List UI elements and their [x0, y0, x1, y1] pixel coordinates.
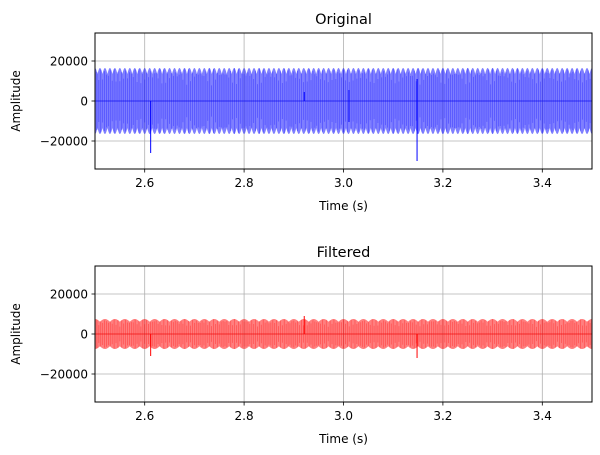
x-tick-label: 2.8 — [235, 409, 254, 423]
filtered-x-ticks: 2.6 2.8 3.0 3.2 3.4 — [135, 402, 552, 423]
x-tick-label: 3.0 — [334, 409, 353, 423]
y-tick-label: 0 — [80, 94, 88, 108]
filtered-y-label: Amplitude — [9, 303, 23, 365]
original-subplot: Original 2.6 2.8 3.0 3.2 3.4 20000 0 −20000 Ti… — [9, 12, 593, 213]
x-tick-label: 3.4 — [533, 176, 552, 190]
original-x-label: Time (s) — [318, 199, 368, 213]
x-tick-label: 2.8 — [235, 176, 254, 190]
filtered-title: Filtered — [317, 245, 371, 261]
original-x-ticks: 2.6 2.8 3.0 3.2 3.4 — [135, 169, 552, 190]
x-tick-label: 3.2 — [433, 409, 452, 423]
filtered-x-label: Time (s) — [318, 432, 368, 446]
y-tick-label: 20000 — [50, 287, 88, 301]
x-tick-label: 2.6 — [135, 176, 154, 190]
y-tick-label: −20000 — [40, 367, 88, 381]
original-series — [94, 68, 593, 161]
original-y-ticks: 20000 0 −20000 — [40, 54, 95, 148]
x-tick-label: 3.4 — [533, 409, 552, 423]
x-tick-label: 3.2 — [433, 176, 452, 190]
x-tick-label: 3.0 — [334, 176, 353, 190]
filtered-y-ticks: 20000 0 −20000 — [40, 287, 95, 381]
x-tick-label: 2.6 — [135, 409, 154, 423]
y-tick-label: 20000 — [50, 54, 88, 68]
y-tick-label: 0 — [80, 327, 88, 341]
filtered-subplot: Filtered 2.6 2.8 3.0 3.2 3.4 20000 0 −20000 Ti… — [9, 245, 593, 446]
original-title: Original — [315, 12, 372, 28]
y-tick-label: −20000 — [40, 134, 88, 148]
original-y-label: Amplitude — [9, 70, 23, 132]
